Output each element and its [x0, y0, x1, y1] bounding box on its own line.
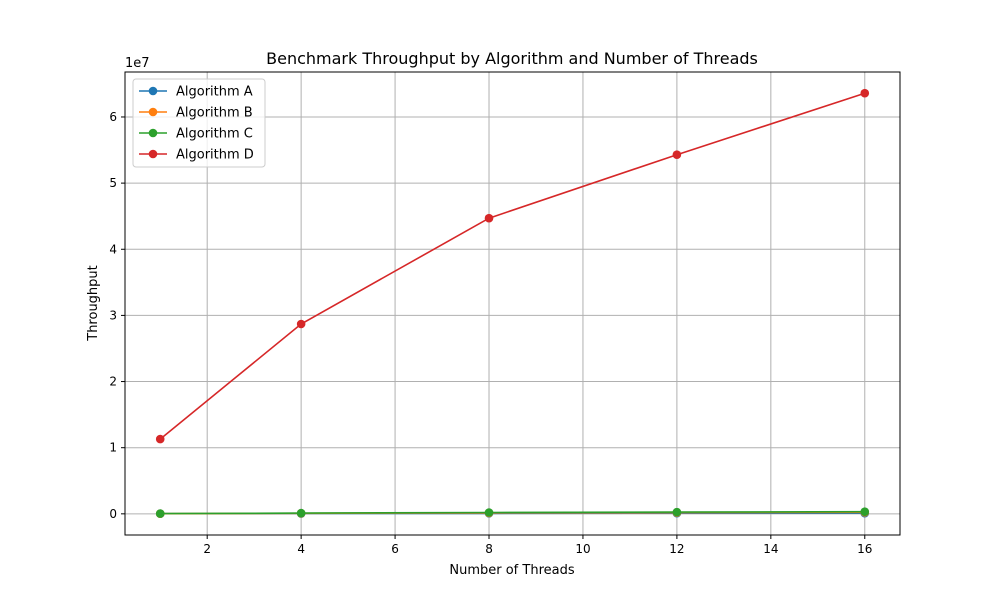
- data-point: [296, 508, 306, 518]
- y-tick-label: 6: [109, 110, 117, 124]
- legend-marker: [148, 86, 158, 96]
- legend-label: Algorithm C: [176, 127, 253, 142]
- x-tick-label: 2: [203, 542, 211, 556]
- plot-frame: [124, 71, 901, 536]
- x-tick-label: 6: [391, 542, 399, 556]
- data-point: [860, 88, 870, 98]
- y-tick-label: 1: [109, 441, 117, 455]
- x-tick-label: 14: [763, 542, 778, 556]
- y-axis-offset-label: 1e7: [125, 56, 150, 71]
- data-point: [484, 508, 494, 517]
- data-point: [155, 509, 165, 518]
- legend-label: Algorithm D: [176, 148, 254, 163]
- data-point: [860, 507, 870, 517]
- data-point: [155, 434, 165, 444]
- legend-marker: [148, 149, 158, 159]
- legend-label: Algorithm B: [176, 106, 253, 121]
- legend-box: [132, 78, 266, 168]
- chart-title: Benchmark Throughput by Algorithm and Nu…: [266, 49, 758, 68]
- x-tick-label: 16: [857, 542, 872, 556]
- x-tick-label: 4: [297, 542, 305, 556]
- data-point: [672, 150, 682, 159]
- series-lines: [155, 88, 870, 519]
- y-axis-ticks: 0 1 2 3 4 5 6: [109, 110, 125, 521]
- y-tick-label: 2: [109, 375, 117, 389]
- legend-label: Algorithm A: [176, 85, 253, 100]
- x-axis-label: Number of Threads: [449, 563, 574, 578]
- grid-lines: [125, 72, 900, 535]
- series-algorithm-d: [155, 88, 870, 444]
- data-point: [296, 319, 306, 329]
- y-tick-label: 0: [109, 507, 117, 521]
- y-tick-label: 3: [109, 308, 117, 322]
- x-tick-label: 10: [575, 542, 590, 556]
- data-point: [484, 213, 494, 223]
- legend: Algorithm A Algorithm B Algorithm C Algorit…: [132, 78, 266, 168]
- legend-marker: [148, 107, 158, 117]
- y-tick-label: 4: [109, 242, 117, 256]
- x-tick-label: 8: [485, 542, 493, 556]
- series-algorithm-c: [155, 507, 870, 518]
- data-point: [672, 507, 682, 517]
- series-line: [159, 92, 866, 440]
- x-axis-ticks: 2 4 6 8 10 12 14 16: [203, 535, 872, 556]
- y-axis-label: Throughput: [86, 265, 101, 342]
- y-tick-label: 5: [109, 176, 117, 190]
- x-tick-label: 12: [669, 542, 684, 556]
- legend-marker: [148, 128, 158, 138]
